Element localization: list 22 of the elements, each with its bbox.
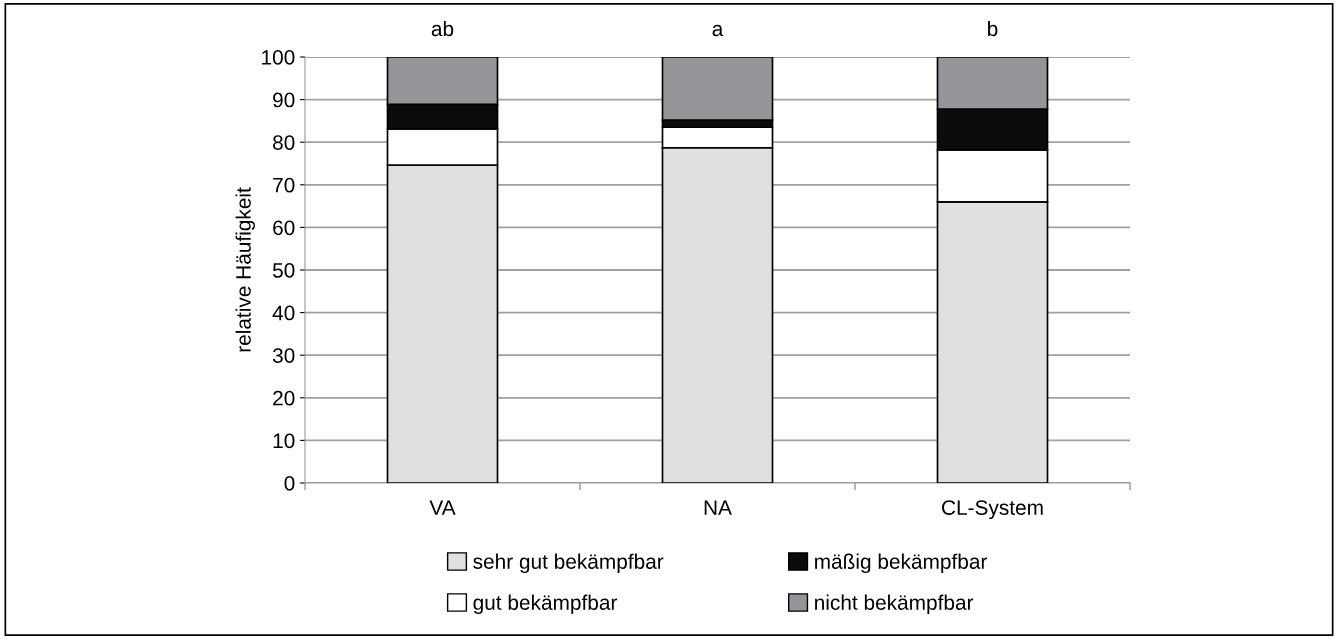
y-tick-label: 10 (273, 433, 295, 449)
y-tick-label: 40 (272, 305, 295, 321)
annotation: ab (431, 20, 454, 37)
x-tick-label: CL-System (942, 500, 1043, 520)
y-tick-label: 20 (273, 390, 295, 406)
y-tick-label: 80 (273, 135, 295, 150)
y-tick-label: 50 (272, 263, 295, 278)
y-axis-title: relative Häufigkeit (235, 187, 255, 352)
annotation: b (988, 20, 998, 37)
annotation: a (712, 24, 724, 37)
y-tick-label: 70 (273, 177, 295, 193)
y-tick-label: 100 (262, 50, 295, 65)
y-tick-label: 0 (284, 476, 295, 491)
legend-label: sehr gut bekämpfbar (473, 553, 664, 574)
y-tick-label: 30 (272, 348, 295, 363)
legend-label: gut bekämpfbar (473, 594, 618, 615)
x-tick-label: NA (704, 500, 732, 515)
y-tick-label: 90 (273, 92, 295, 108)
legend-label: mäßig bekämpfbar (815, 553, 988, 574)
y-tick-label: 60 (273, 220, 295, 236)
x-tick-label: VA (429, 500, 456, 515)
legend-label: nicht bekämpfbar (815, 594, 974, 615)
